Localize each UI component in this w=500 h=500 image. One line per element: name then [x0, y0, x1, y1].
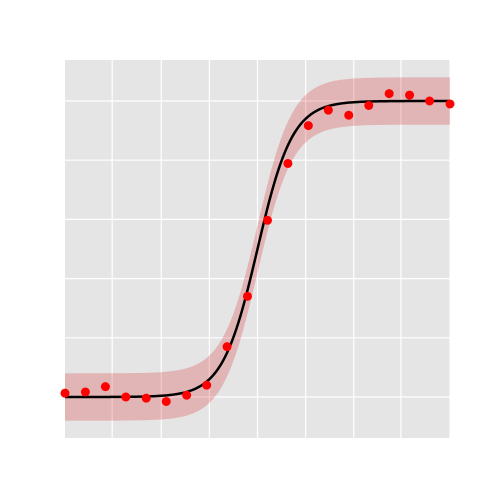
- data-point: [323, 105, 333, 115]
- data-point: [405, 90, 415, 100]
- data-point: [445, 99, 455, 109]
- data-point: [242, 291, 252, 301]
- data-point: [80, 387, 90, 397]
- data-point: [283, 158, 293, 168]
- data-point: [425, 96, 435, 106]
- data-point: [60, 388, 70, 398]
- data-point: [161, 396, 171, 406]
- data-point: [222, 342, 232, 352]
- data-point: [384, 89, 394, 99]
- data-point: [202, 380, 212, 390]
- data-point: [182, 390, 192, 400]
- data-points: [60, 89, 455, 406]
- data-point: [303, 121, 313, 131]
- data-point: [263, 215, 273, 225]
- data-point: [100, 382, 110, 392]
- data-point: [364, 100, 374, 110]
- data-point: [141, 393, 151, 403]
- data-point: [344, 110, 354, 120]
- data-point: [121, 392, 131, 402]
